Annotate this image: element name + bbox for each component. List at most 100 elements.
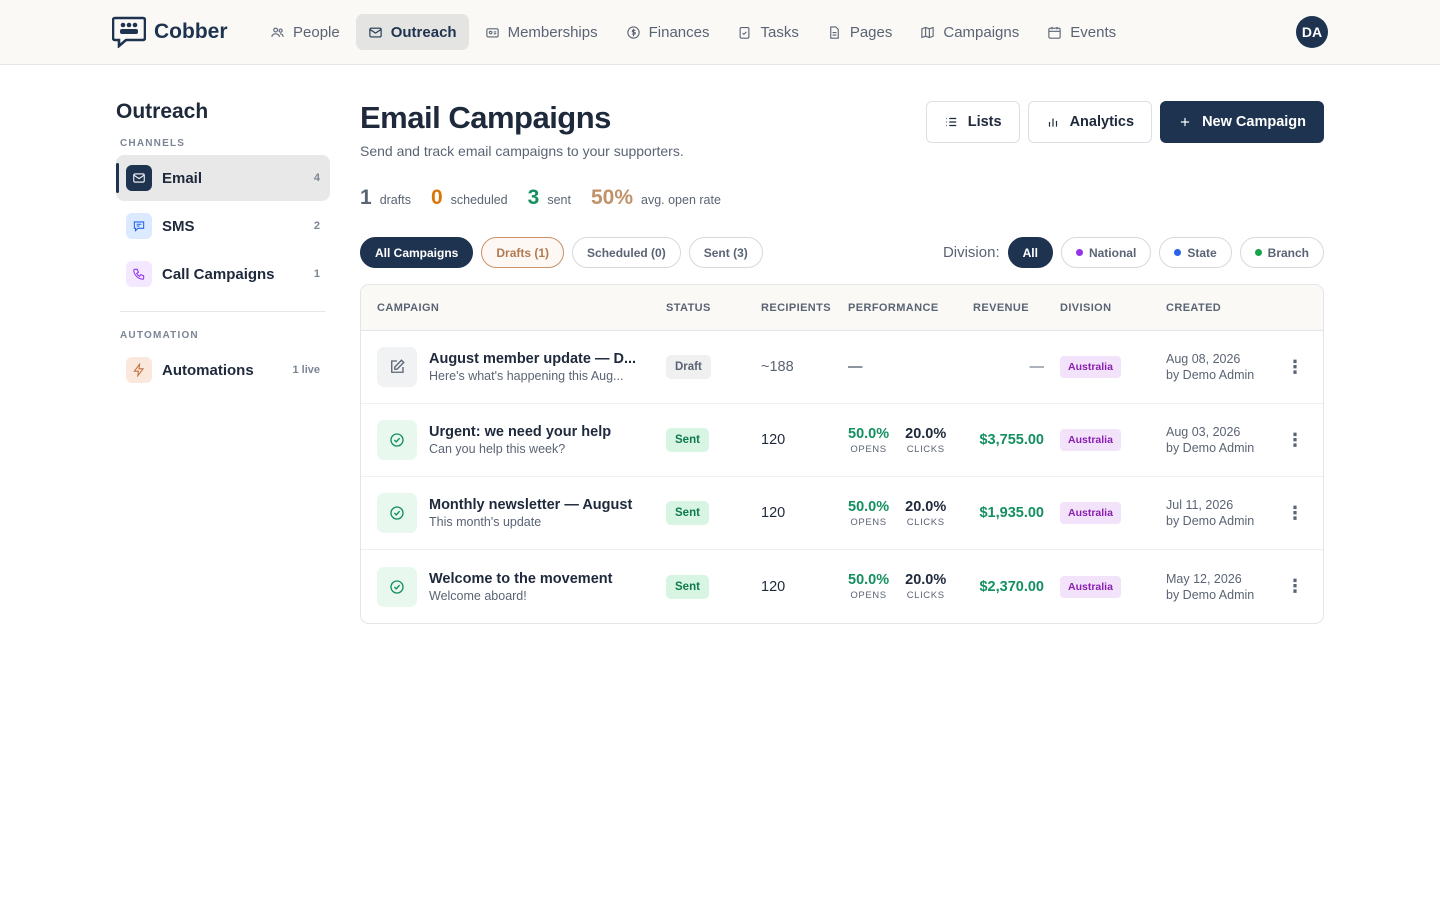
status-filters: All Campaigns Drafts (1) Scheduled (0) Sent… (360, 237, 763, 268)
icon (946, 117, 956, 127)
created-by: by Demo Admin (1166, 368, 1255, 382)
sidebar-item[interactable]: SMS 2 (116, 203, 330, 249)
stat-label: avg. open rate (641, 193, 721, 207)
filter-pill[interactable]: All Campaigns (360, 237, 474, 268)
metric-value: 50.0% (848, 425, 890, 442)
nav-item[interactable]: Events (1035, 14, 1128, 50)
icon (133, 268, 145, 280)
division-dot (1174, 249, 1182, 256)
nav-item[interactable]: Pages (815, 14, 905, 50)
filter-pill[interactable]: Drafts (1) (481, 237, 565, 268)
campaign-text: Monthly newsletter — August This month's … (429, 497, 632, 529)
metric-value: 20.0% (905, 498, 947, 515)
created-by: by Demo Admin (1166, 441, 1255, 455)
status-cell: Sent (666, 574, 761, 599)
performance-cell: 50.0% OPENS 20.0% CLICKS (848, 572, 973, 601)
stat: 0 scheduled (431, 186, 508, 210)
division-pill[interactable]: Branch (1239, 237, 1324, 268)
sidebar-item[interactable]: Email 4 (116, 155, 330, 201)
filter-pill[interactable]: Scheduled (0) (572, 237, 681, 268)
performance-cell: 50.0% OPENS 20.0% CLICKS (848, 426, 973, 455)
row-menu[interactable]: ⋮ (1286, 356, 1304, 377)
nav-item[interactable]: Finances (614, 14, 722, 50)
nav-item[interactable]: Campaigns (908, 14, 1031, 50)
metric-value: 20.0% (905, 425, 947, 442)
row-menu[interactable]: ⋮ (1286, 576, 1304, 596)
campaign-title: August member update — D... (429, 351, 637, 367)
brand[interactable]: Cobber (112, 16, 228, 48)
row-menu[interactable]: ⋮ (1286, 429, 1304, 450)
action-button[interactable]: New Campaign (1160, 101, 1324, 143)
campaign-text: Urgent: we need your help Can you help th… (429, 424, 611, 456)
campaign-text: August member update — D... Here's what's… (429, 351, 636, 383)
metric: 50.0% OPENS (848, 499, 889, 528)
icon (1048, 26, 1061, 39)
division-badge: Australia (1060, 429, 1121, 451)
division-name: Branch (1267, 245, 1309, 260)
created-date: Aug 08, 2026 (1166, 352, 1241, 366)
icon (133, 221, 145, 232)
icon (626, 25, 640, 39)
sidebar-item[interactable]: Automations 1 live (116, 347, 330, 393)
page-title: Email Campaigns (360, 100, 611, 135)
icon (390, 506, 404, 520)
division-pill[interactable]: All (1007, 237, 1053, 268)
status-cell: Draft (666, 355, 761, 379)
stat-value: 0 (430, 186, 443, 209)
action-button[interactable]: Analytics (1027, 101, 1153, 143)
table-row[interactable]: Urgent: we need your help Can you help th… (361, 404, 1323, 477)
campaign-icon (377, 566, 417, 607)
icon (485, 27, 499, 37)
avatar[interactable]: DA (1296, 16, 1328, 48)
created-date: Jul 11, 2026 (1166, 498, 1234, 512)
action-button[interactable]: Lists (925, 101, 1020, 143)
filter-pill[interactable]: Sent (3) (688, 237, 763, 268)
icon (390, 579, 404, 594)
table-row[interactable]: Monthly newsletter — August This month's … (361, 477, 1323, 550)
stat-value: 1 (360, 186, 372, 209)
sidebar-title: Outreach (116, 100, 209, 123)
sidebar-count: 4 (313, 172, 320, 184)
division-pill[interactable]: State (1159, 237, 1232, 268)
brand-name: Cobber (154, 20, 228, 43)
nav-label: Tasks (760, 23, 799, 41)
button-label: Lists (967, 114, 1002, 130)
stat-value: 3 (527, 186, 540, 209)
stat-label: scheduled (450, 193, 508, 207)
nav-item[interactable]: Tasks (725, 14, 810, 50)
division-filter: Division: All National State Branch (943, 237, 1324, 268)
sidebar-item[interactable]: Call Campaigns 1 (116, 251, 330, 297)
campaign-title: Monthly newsletter — August (429, 497, 633, 513)
campaign-title: Urgent: we need your help (429, 424, 612, 440)
sidebar-count: 1 live (292, 364, 320, 376)
stat-label: sent (547, 193, 571, 207)
table-row[interactable]: August member update — D... Here's what's… (361, 331, 1323, 404)
division-pill[interactable]: National (1060, 237, 1152, 268)
campaign-icon (377, 347, 417, 387)
table-header: CAMPAIGN STATUS RECIPIENTS PERFORMANCE REVEN… (361, 285, 1323, 331)
campaign-subtitle: This month's update (429, 515, 542, 529)
created-date: May 12, 2026 (1166, 571, 1242, 586)
table-row[interactable]: Welcome to the movement Welcome aboard! Se… (361, 550, 1323, 623)
nav-item[interactable]: People (258, 14, 352, 50)
division-name: National (1088, 245, 1137, 260)
nav-item[interactable]: Outreach (355, 14, 469, 50)
campaign-text: Welcome to the movement Welcome aboard! (429, 571, 612, 603)
nav-label: Memberships (507, 23, 598, 41)
divider (120, 311, 326, 312)
campaign-cell: Urgent: we need your help Can you help th… (377, 420, 666, 460)
stats: 1 drafts 0 scheduled 3 sent 50% avg. open rate (360, 186, 721, 210)
column-header: CAMPAIGN (377, 301, 440, 314)
row-menu[interactable]: ⋮ (1286, 502, 1304, 523)
division-cell: Australia (1060, 356, 1166, 378)
metric-label: CLICKS (906, 443, 945, 455)
recipients: 120 (761, 432, 786, 448)
nav-item[interactable]: Memberships (473, 14, 610, 50)
created-by: by Demo Admin (1166, 587, 1255, 602)
metric-label: OPENS (850, 516, 887, 528)
recipients: 120 (761, 578, 786, 595)
revenue: — (1029, 359, 1045, 375)
metric-value: 50.0% (848, 572, 890, 588)
division-dot (1254, 249, 1262, 256)
